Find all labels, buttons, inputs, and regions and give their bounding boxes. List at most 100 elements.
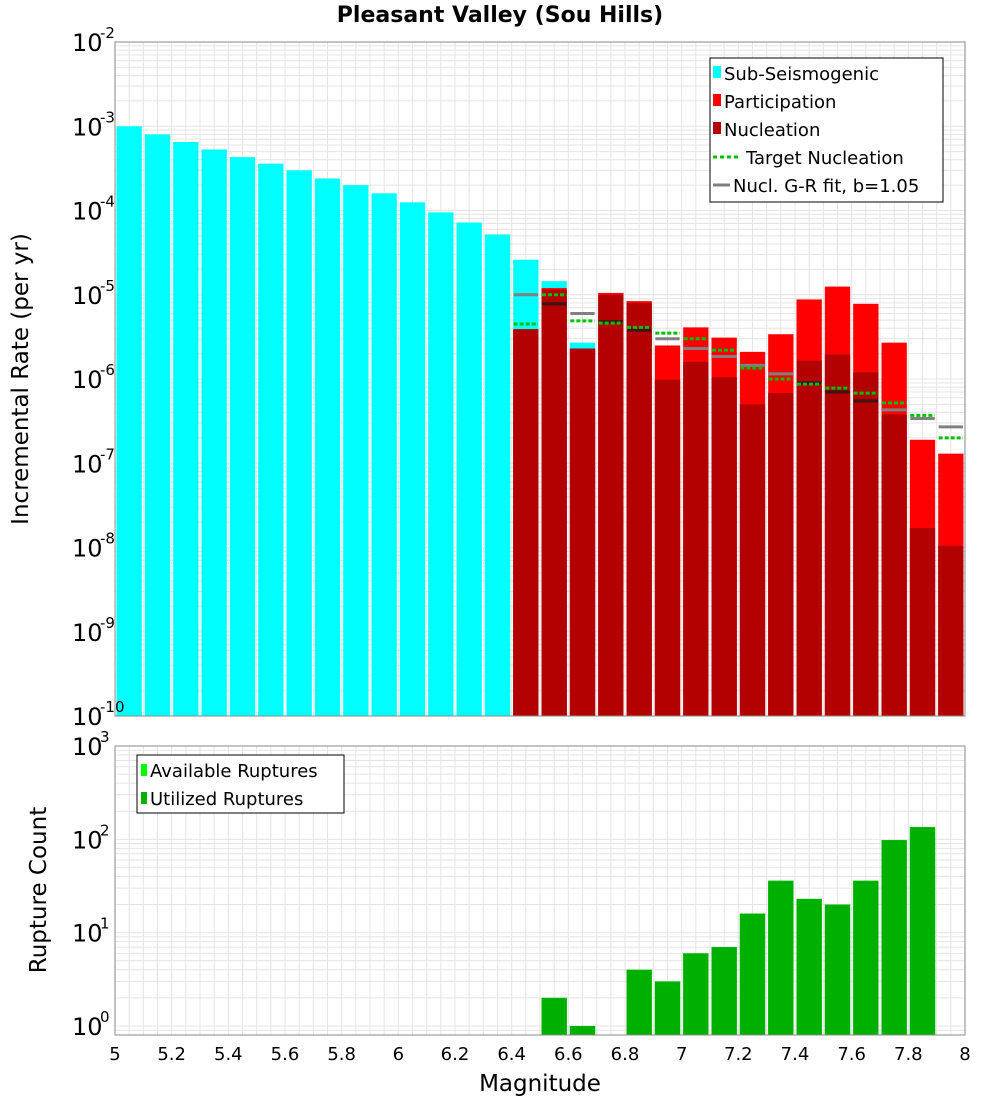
y-tick-label: 10 — [72, 29, 103, 57]
bar-utilized-ruptures — [739, 913, 766, 1035]
x-tick-label: 5.6 — [271, 1044, 300, 1065]
legend-label-sub-seismogenic: Sub-Seismogenic — [724, 64, 879, 85]
bar-nucleation — [711, 377, 737, 716]
bar-sub-seismogenic — [399, 202, 426, 716]
bar-sub-seismogenic — [116, 126, 142, 716]
bar-sub-seismogenic — [144, 134, 171, 716]
y-tick-exponent: -6 — [100, 361, 115, 379]
rate-plot-frame — [114, 41, 966, 717]
bar-utilized-ruptures — [626, 969, 652, 1035]
y-tick-label: 10 — [72, 733, 103, 761]
y-tick-label: 10 — [72, 113, 103, 141]
rate-plot-legend-box — [709, 57, 944, 203]
x-tick-label: 5.8 — [327, 1044, 356, 1065]
bar-nucleation — [513, 329, 539, 716]
y-tick-label: 10 — [72, 198, 103, 226]
bar-nucleation — [654, 379, 681, 716]
y-tick-label: 10 — [72, 703, 103, 731]
y-tick-exponent: -2 — [100, 24, 115, 42]
rupture-plot-legend-box — [136, 754, 345, 814]
x-tick-label: 7.4 — [781, 1044, 810, 1065]
y-tick-label: 10 — [72, 619, 103, 647]
legend-swatch-utilized-ruptures — [141, 792, 147, 804]
y-tick-exponent: 0 — [100, 1008, 110, 1026]
bar-sub-seismogenic — [173, 142, 199, 716]
y-tick-label: 10 — [72, 535, 103, 563]
y-tick-label: 10 — [72, 450, 103, 478]
legend-swatch-nucleation — [713, 122, 721, 134]
bar-utilized-ruptures — [909, 827, 936, 1035]
bar-sub-seismogenic — [428, 212, 454, 717]
bar-sub-seismogenic — [484, 234, 511, 717]
x-tick-label: 5 — [109, 1044, 120, 1065]
rate-plot-bars — [116, 126, 964, 717]
bar-nucleation — [626, 302, 652, 716]
bar-nucleation — [683, 361, 709, 716]
bar-sub-seismogenic — [286, 170, 312, 716]
bar-utilized-ruptures — [711, 947, 737, 1035]
legend-label-utilized-ruptures: Utilized Ruptures — [150, 789, 303, 810]
legend-label-available-ruptures: Available Ruptures — [150, 761, 318, 782]
bar-utilized-ruptures — [541, 997, 567, 1035]
bar-nucleation — [938, 545, 964, 716]
x-axis-label: Magnitude — [479, 1071, 601, 1097]
bar-sub-seismogenic — [371, 193, 397, 717]
y-tick-label: 10 — [72, 282, 103, 310]
rate-plot-y-label: Incremental Rate (per yr) — [8, 233, 34, 525]
rupture-plot-bars — [541, 827, 936, 1035]
y-tick-exponent: -10 — [100, 698, 125, 716]
x-tick-label: 6 — [393, 1044, 404, 1065]
legend-swatch-sub-seismogenic — [713, 66, 721, 78]
rate-plot-legend: Sub-Seismogenic Participation Nucleation… — [709, 57, 944, 203]
y-tick-label: 10 — [72, 826, 103, 854]
rupture-plot-frame — [114, 745, 966, 1036]
bar-utilized-ruptures — [824, 904, 851, 1035]
x-tick-label: 7 — [676, 1044, 687, 1065]
bar-utilized-ruptures — [768, 880, 794, 1035]
y-tick-exponent: -3 — [100, 108, 115, 126]
x-tick-label: 5.2 — [157, 1044, 186, 1065]
bar-utilized-ruptures — [654, 981, 681, 1035]
x-tick-label: 6.8 — [611, 1044, 640, 1065]
x-tick-label: 7.8 — [894, 1044, 923, 1065]
bar-utilized-ruptures — [796, 898, 822, 1035]
y-tick-exponent: -7 — [100, 445, 115, 463]
y-tick-exponent: -9 — [100, 614, 115, 632]
bar-utilized-ruptures — [569, 1025, 596, 1035]
rate-plot-dashes — [513, 293, 963, 440]
bar-utilized-ruptures — [881, 840, 907, 1035]
bar-sub-seismogenic — [343, 185, 369, 716]
legend-swatch-participation — [713, 94, 721, 106]
y-tick-label: 10 — [72, 920, 103, 948]
rupture-plot-y-label: Rupture Count — [26, 807, 52, 973]
y-tick-label: 10 — [72, 366, 103, 394]
bar-nucleation — [881, 414, 907, 716]
legend-swatch-available-ruptures — [141, 764, 147, 776]
legend-label-participation: Participation — [724, 92, 836, 113]
bar-sub-seismogenic — [229, 157, 256, 717]
bar-utilized-ruptures — [683, 953, 709, 1035]
rupture-plot-x-ticks: 5 5.2 5.4 5.6 5.8 6 6.2 6.4 6.6 6.8 7 7.2 7.4 7.6 7.8 8 — [109, 1044, 970, 1065]
bar-sub-seismogenic — [314, 178, 341, 716]
legend-label-target-nucleation: Target Nucleation — [745, 148, 904, 169]
bar-nucleation — [541, 289, 567, 716]
x-tick-label: 6.2 — [441, 1044, 470, 1065]
bar-nucleation — [853, 372, 879, 716]
y-tick-exponent: 3 — [100, 728, 110, 746]
bar-nucleation — [739, 404, 766, 716]
bar-nucleation — [796, 360, 822, 716]
y-tick-exponent: -5 — [100, 277, 115, 295]
bar-sub-seismogenic — [201, 149, 227, 717]
bar-nucleation — [909, 528, 936, 716]
x-tick-label: 7.2 — [724, 1044, 753, 1065]
bar-nucleation — [824, 354, 851, 716]
chart-title: Pleasant Valley (Sou Hills) — [337, 3, 663, 28]
x-tick-label: 8 — [959, 1044, 970, 1065]
bar-nucleation — [598, 294, 624, 716]
y-tick-exponent: -8 — [100, 530, 115, 548]
